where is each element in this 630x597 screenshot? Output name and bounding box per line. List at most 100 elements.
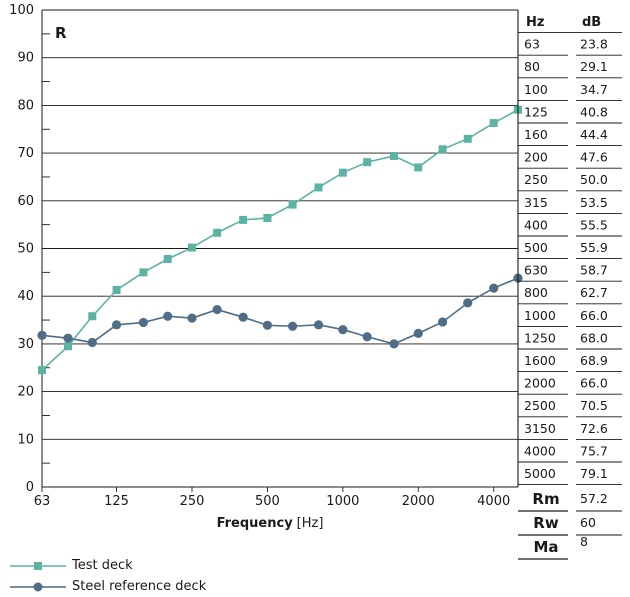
table-cell-hz: 80 [524, 59, 540, 74]
data-point [489, 283, 499, 293]
summary-value: 57.2 [580, 491, 608, 506]
data-point [463, 298, 473, 308]
x-tick-label: 500 [255, 494, 280, 509]
table-cell-hz: 2000 [524, 376, 556, 391]
summary-value: 60 [580, 515, 596, 530]
x-tick-label: 1000 [326, 494, 359, 509]
legend-item-steel-reference-deck: Steel reference deck [10, 576, 206, 597]
legend-label: Steel reference deck [72, 579, 207, 594]
data-point [389, 339, 399, 349]
summary-label: Ma [533, 538, 558, 556]
table-cell-db: 62.7 [580, 285, 608, 300]
table-cell-db: 44.4 [580, 127, 608, 142]
y-axis: 0 10 20 30 40 50 60 70 80 90 100 [9, 3, 34, 495]
table-cell-hz: 400 [524, 217, 548, 232]
table-cell-db: 68.0 [580, 330, 608, 345]
y-tick-label: 60 [17, 194, 34, 209]
table-cell-hz: 4000 [524, 443, 556, 458]
data-point [362, 332, 372, 342]
series-line-0 [41, 108, 519, 371]
square-marker-icon [10, 561, 66, 570]
table-cell-db: 55.9 [580, 240, 608, 255]
x-tick-label: 2000 [402, 494, 435, 509]
table-cell-hz: 500 [524, 240, 548, 255]
data-point [287, 321, 298, 331]
table-cell-db: 23.8 [580, 37, 608, 52]
legend: Test deck Steel reference deck [10, 555, 206, 597]
data-point [263, 213, 272, 222]
summary-value: 8 [580, 534, 588, 549]
table-header: Hz [526, 15, 544, 30]
table-cell-hz: 315 [524, 195, 548, 210]
table-cell-db: 58.7 [580, 263, 608, 278]
table-cell-db: 66.0 [580, 376, 608, 391]
data-point [87, 337, 97, 348]
data-point [239, 215, 248, 224]
y-tick-label: 10 [17, 432, 34, 447]
x-axis-label: Frequency [Hz] [217, 516, 324, 531]
grid [41, 9, 518, 488]
table-cell-db: 66.0 [580, 308, 608, 323]
data-point [414, 163, 423, 172]
table-cell-db: 34.7 [580, 82, 608, 97]
data-point [37, 330, 47, 340]
data-point [163, 254, 172, 263]
data-point [187, 313, 197, 323]
y-tick-label: 90 [17, 51, 34, 66]
data-point [38, 366, 46, 375]
table-cell-hz: 100 [524, 82, 548, 97]
y-tick-label: 50 [17, 242, 34, 257]
x-tick-label: 250 [180, 494, 205, 509]
data-point [187, 243, 196, 252]
table-cell-hz: 125 [524, 104, 548, 119]
table-cell-hz: 2500 [524, 398, 556, 413]
table-cell-db: 79.1 [580, 466, 608, 481]
summary-label: Rw [533, 514, 559, 532]
table-cell-hz: 800 [524, 285, 548, 300]
table-cell-db: 40.8 [580, 104, 608, 119]
data-point [88, 312, 97, 321]
y-tick-label: 40 [17, 289, 34, 304]
table-cell-hz: 5000 [524, 466, 556, 481]
data-point [111, 320, 122, 330]
data-point [413, 328, 423, 339]
table-cell-hz: 63 [524, 37, 540, 52]
table-cell-db: 75.7 [580, 443, 608, 458]
summary-label: Rm [532, 490, 559, 508]
data-point [390, 151, 399, 160]
table-cell-hz: 1000 [524, 308, 556, 323]
table-cell-db: 70.5 [580, 398, 608, 413]
data-point [463, 134, 472, 143]
y-tick-label: 20 [17, 385, 34, 400]
data-point [363, 158, 372, 167]
data-point [288, 200, 297, 209]
legend-label: Test deck [72, 558, 133, 573]
data-point [212, 304, 222, 315]
data-point [138, 317, 149, 328]
table-cell-hz: 200 [524, 150, 548, 165]
data-point [262, 320, 273, 330]
data-point [163, 311, 173, 321]
data-point [238, 312, 248, 322]
table-cell-db: 29.1 [580, 59, 608, 74]
circle-marker-icon [10, 582, 66, 591]
table-cell-db: 47.6 [580, 150, 608, 165]
data-point [489, 119, 498, 128]
data-point [338, 168, 347, 177]
data-point [314, 183, 323, 192]
table-cell-hz: 630 [524, 263, 548, 278]
table-cell-hz: 250 [524, 172, 548, 187]
y-tick-label: 70 [17, 146, 34, 161]
series-layer [37, 105, 523, 375]
table-cell-db: 68.9 [580, 353, 608, 368]
table-cell-hz: 160 [524, 127, 548, 142]
y-tick-label: 80 [17, 98, 34, 113]
table-cell-db: 53.5 [580, 195, 608, 210]
x-tick-label: 63 [34, 494, 51, 509]
table-cell-db: 55.5 [580, 217, 608, 232]
data-point [63, 333, 73, 343]
table-cell-db: 50.0 [580, 172, 608, 187]
y-tick-label: 0 [26, 480, 34, 495]
data-point [313, 320, 324, 330]
